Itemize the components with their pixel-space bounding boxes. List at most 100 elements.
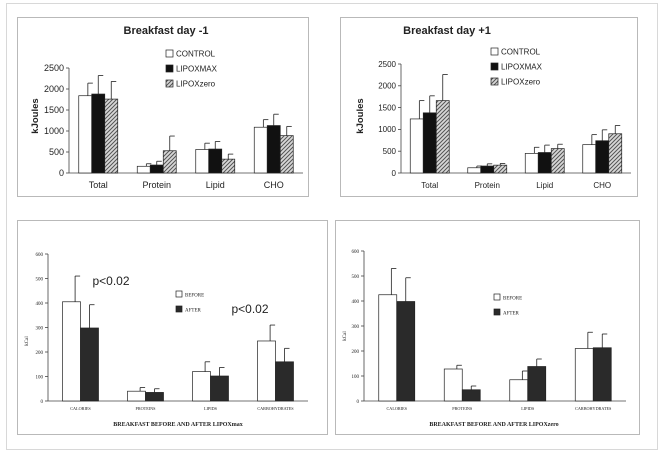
bar-lipoxmax-cho [595,140,610,174]
bar-lipoxmax-lipid [537,152,552,174]
x-tick-label: CHO [264,180,284,190]
legend-label: LIPOXMAX [501,63,543,72]
legend: BEFORE AFTER [493,293,522,317]
plot-area: 0 100 200 300 400 500 600 CALORIES PROTEINS LIPID… [36,253,308,411]
legend-label: AFTER [185,309,202,314]
chart-panel-lipoxzero: kCal BREAKFAST BEFORE AND AFTER LIPOXzer… [335,220,640,435]
x-tick-label: CARBOHYDRATES [575,406,612,411]
bar-before-carbohydrates [574,348,594,402]
y-tick-label: 200 [352,350,360,355]
legend-swatch [165,49,174,58]
bar-before-proteins [127,390,146,402]
bar-after-lipids [210,375,229,402]
bar-lipoxzero-lipid [550,148,565,174]
y-tick-label: 0 [59,168,64,178]
plot-area: 0 500 1000 1500 2000 2500 Total Protein Lipid CHO [44,63,303,190]
x-tick-label: LIPIDS [521,406,535,411]
y-tick-label: 500 [352,275,360,280]
y-tick-label: 400 [352,300,360,305]
x-tick-label: Lipid [206,180,225,190]
bar-before-proteins [443,368,463,402]
bar-lipoxzero-lipid [221,158,236,174]
chart-svg-lipoxmax: kCal BREAKFAST BEFORE AND AFTER LIPOXmax… [25,253,308,428]
legend: CONTROL LIPOXMAX LIPOXzero [490,48,543,87]
bar-lipoxzero-protein [162,150,177,174]
legend-swatch [165,64,174,73]
bar-lipoxmax-total [91,93,106,174]
bar-lipoxzero-total [435,100,450,174]
y-tick-label: 1500 [378,103,396,112]
x-tick-label: Protein [142,180,171,190]
legend-label: BEFORE [185,294,204,299]
y-tick-label: 0 [41,400,44,405]
x-tick-label: LIPIDS [204,406,218,411]
x-tick-label: PROTEINS [135,406,156,411]
bar-after-carbohydrates [592,347,612,402]
chart-svg-lipoxzero: kCal BREAKFAST BEFORE AND AFTER LIPOXzer… [343,250,626,428]
chart-title: Breakfast day +1 [403,25,491,37]
legend-swatch [493,308,501,316]
x-tick-label: PROTEINS [452,406,473,411]
legend-swatch [175,305,183,313]
bar-lipoxzero-protein [493,164,508,174]
x-axis-label: BREAKFAST BEFORE AND AFTER LIPOXmax [113,422,242,428]
legend-swatch [490,62,499,71]
legend-label: LIPOXzero [501,78,541,87]
y-tick-label: 600 [352,250,360,255]
y-tick-label: 1500 [44,105,64,115]
chart-panel-lipoxmax: kCal BREAKFAST BEFORE AND AFTER LIPOXmax… [17,220,328,435]
bar-control-lipid [195,149,210,174]
bar-lipoxmax-cho [266,125,281,174]
bar-lipoxmax-protein [480,165,495,174]
x-tick-label: CALORIES [387,406,408,411]
legend-label: CONTROL [176,50,216,59]
x-tick-label: Total [421,181,438,190]
y-tick-label: 500 [36,277,44,282]
bar-before-calories [378,294,398,402]
bar-after-carbohydrates [275,361,294,402]
y-tick-label: 0 [357,400,360,405]
bar-before-calories [62,301,81,402]
bar-lipoxmax-lipid [208,148,223,174]
legend-label: LIPOXMAX [176,65,218,74]
bar-lipoxzero-cho [279,135,294,174]
y-tick-label: 200 [36,351,44,356]
plot-area: 0 100 200 300 400 500 600 CALORIES PROTEINS LIPID… [352,250,626,411]
y-tick-label: 1000 [44,126,64,136]
x-tick-label: Lipid [536,181,553,190]
annotation-calories: p<0.02 [92,274,129,288]
bar-control-protein [136,165,151,174]
legend-label: AFTER [503,312,520,317]
bar-before-lipids [509,379,529,402]
chart-panel-day-minus-1: Breakfast day -1 kJoules 0 500 1000 1500 200… [17,17,309,197]
bar-after-calories [396,301,416,402]
bar-before-carbohydrates [257,340,276,402]
legend-swatch [493,293,501,301]
bar-control-total [409,118,424,174]
y-axis-label: kJoules [30,98,41,133]
y-tick-label: 100 [352,375,360,380]
figure-frame [6,3,658,450]
bar-control-lipid [524,153,539,174]
y-tick-label: 2000 [44,84,64,94]
bar-lipoxzero-total [104,98,119,174]
legend-swatch [490,77,499,86]
bar-after-proteins [145,392,164,402]
plot-area: 0 500 1000 1500 2000 2500 Total Protein Lipid CHO [378,60,631,190]
y-tick-label: 600 [36,253,44,258]
bar-control-protein [467,167,482,174]
legend: CONTROL LIPOXMAX LIPOXzero [165,49,218,89]
y-tick-label: 500 [49,147,64,157]
bar-before-lipids [192,371,211,402]
legend-label: LIPOXzero [176,80,216,89]
y-tick-label: 300 [36,326,44,331]
x-axis-label: BREAKFAST BEFORE AND AFTER LIPOXzero [429,422,558,428]
y-tick-label: 2000 [378,82,396,91]
y-tick-label: 2500 [44,63,64,73]
legend-swatch [175,290,183,298]
bar-lipoxmax-total [422,112,437,174]
y-tick-label: 500 [383,147,397,156]
y-tick-label: 1000 [378,125,396,134]
legend-label: CONTROL [501,48,541,57]
y-tick-label: 0 [392,169,397,178]
